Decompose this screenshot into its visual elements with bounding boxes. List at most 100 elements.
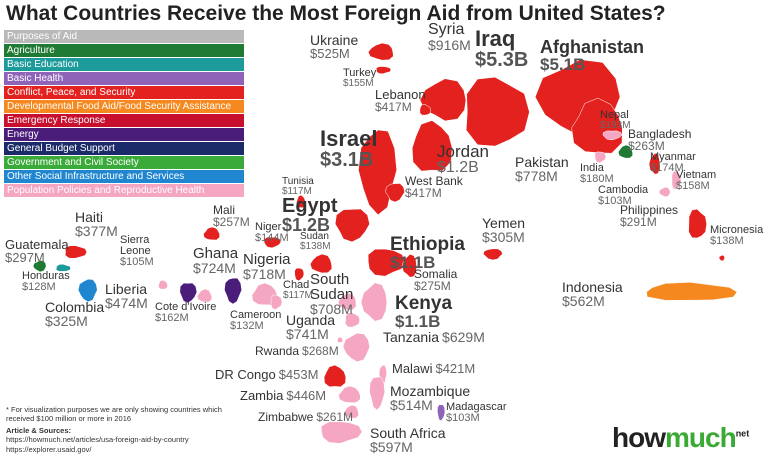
country-amount: $158M — [676, 180, 710, 192]
country-amount: $778M — [515, 168, 558, 184]
country-amount: $1.1B — [395, 312, 441, 331]
country-name: South Sudan — [310, 271, 354, 303]
country-label: Ethiopia $1.1B — [390, 235, 465, 271]
country-shape — [224, 277, 242, 305]
country-name: West Bank — [405, 174, 463, 188]
country-label: West Bank $417M — [405, 175, 463, 199]
legend-item: Emergency Response — [4, 114, 244, 127]
country-name: Myanmar — [650, 151, 696, 163]
country-label: Myanmar $174M — [650, 152, 696, 174]
country-amount: $103M — [446, 412, 480, 424]
logo: howmuchnet — [612, 422, 749, 454]
country-amount: $377M — [75, 223, 118, 239]
country-name: Tunisia — [282, 176, 314, 187]
country-name: Ethiopia — [390, 234, 465, 255]
country-amount: $1.1B — [390, 253, 436, 272]
country-shape — [338, 385, 361, 403]
country-shape — [77, 278, 98, 303]
country-shape — [323, 364, 347, 388]
country-amount: $1.2B — [282, 215, 331, 235]
title: What Countries Receive the Most Foreign … — [6, 2, 666, 25]
country-amount: $257M — [213, 215, 250, 229]
country-amount: $275M — [414, 279, 451, 293]
country-name: Haiti — [75, 209, 104, 225]
country-shape — [646, 282, 738, 301]
legend-item: Population Policies and Reproductive Hea… — [4, 184, 244, 197]
country-label: Indonesia $562M — [562, 280, 623, 308]
country-amount: $718M — [243, 266, 286, 282]
country-label: Somalia $275M — [414, 268, 457, 292]
country-name: Lebanon — [375, 87, 426, 102]
country-amount: $5.1B — [540, 55, 586, 74]
country-shape — [648, 152, 661, 175]
country-shape — [411, 120, 453, 172]
country-name: Micronesia — [710, 224, 764, 236]
country-amount: $162M — [155, 312, 189, 324]
country-shape — [309, 253, 333, 274]
country-label: Nigeria $718M — [243, 252, 291, 281]
country-name: Afghanistan — [540, 37, 645, 57]
country-amount: $916M — [428, 37, 471, 53]
country-amount: $5.3B — [475, 49, 529, 71]
legend-title: Purposes of Aid — [4, 30, 244, 43]
legend-item: General Budget Support — [4, 142, 244, 155]
legend-item: Basic Education — [4, 58, 244, 71]
country-amount: $629M — [442, 329, 485, 345]
country-label: Philippines $291M — [620, 204, 678, 228]
country-name: Tanzania — [383, 329, 440, 345]
country-shape — [437, 404, 446, 422]
country-amount: $741M — [286, 326, 329, 342]
country-name: Cote d'Ivoire — [155, 301, 217, 313]
country-shape — [263, 236, 282, 249]
country-amount: $174M — [650, 162, 684, 174]
country-label: Zimbabwe $261M — [258, 409, 353, 425]
country-name: Somalia — [414, 267, 458, 281]
sources-heading: Article & Sources: — [6, 425, 72, 435]
country-label: Jordan $1.2B — [437, 143, 489, 176]
country-amount: $144M — [255, 232, 289, 244]
country-shape — [294, 267, 305, 282]
country-shape — [602, 130, 623, 141]
country-shape — [594, 151, 607, 164]
country-label: Haiti $377M — [75, 210, 118, 238]
country-name: Rwanda — [255, 344, 300, 358]
country-shape — [658, 186, 671, 198]
country-label: Sudan $138M — [300, 232, 331, 252]
country-shape — [401, 254, 417, 278]
country-shape — [203, 226, 220, 241]
source-link[interactable]: https://howmuch.net/articles/usa-foreign… — [6, 435, 189, 445]
source-link[interactable]: https://explorer.usaid.gov/ — [6, 444, 92, 454]
country-label: Tanzania $629M — [383, 330, 485, 346]
country-amount: $128M — [22, 281, 56, 293]
country-name: Zambia — [240, 388, 284, 403]
legend-item: Conflict, Peace, and Security — [4, 86, 244, 99]
country-shape — [671, 170, 682, 190]
country-label: Bangladesh $263M — [628, 128, 691, 152]
country-amount: $117M — [282, 186, 312, 197]
country-shape — [367, 248, 406, 277]
legend-item: Developmental Food Aid/Food Security Ass… — [4, 100, 244, 113]
legend-item: Other Social Infrastructure and Services — [4, 170, 244, 183]
country-label: Rwanda $268M — [255, 343, 339, 359]
country-shape — [465, 76, 530, 147]
country-amount: $155M — [343, 78, 374, 89]
country-label: Guatemala $297M — [5, 238, 69, 264]
country-label: South Sudan $708M — [310, 272, 370, 316]
country-shape — [196, 288, 212, 303]
country-label: Kenya $1.1B — [395, 294, 452, 330]
country-label: Israel $3.1B — [320, 128, 378, 171]
country-label: Honduras $128M — [22, 271, 70, 293]
country-name: Yemen — [482, 215, 526, 231]
legend-item: Basic Health — [4, 72, 244, 85]
country-shape — [342, 332, 370, 363]
country-name: Chad — [283, 279, 310, 291]
country-amount: $261M — [316, 410, 354, 424]
country-label: Turkey $155M — [343, 68, 376, 89]
country-amount: $193M — [600, 120, 631, 131]
country-label: DR Congo $453M — [215, 367, 318, 383]
country-name: Kenya — [395, 293, 453, 314]
country-name: Mali — [213, 203, 236, 217]
country-name: Mozambique — [390, 383, 471, 399]
